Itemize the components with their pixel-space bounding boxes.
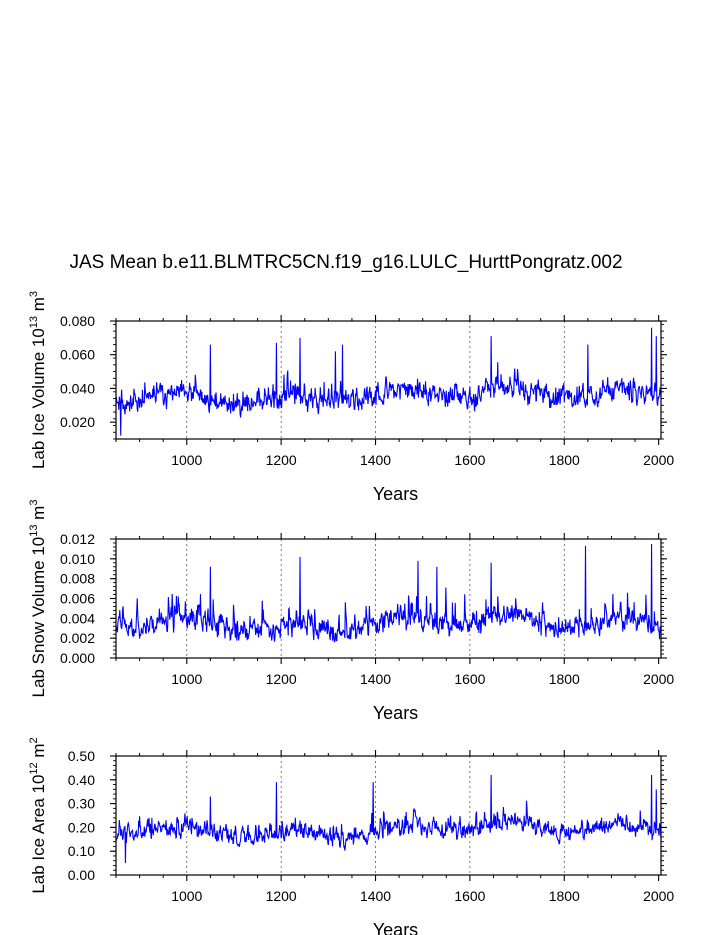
x-tick-label: 1000 bbox=[171, 888, 202, 904]
x-tick-label: 1400 bbox=[360, 888, 391, 904]
y-axis-title-part: 13 bbox=[28, 316, 40, 328]
y-tick-label: 0.000 bbox=[60, 650, 95, 666]
x-tick-label: 1200 bbox=[266, 671, 297, 687]
y-axis-title-part: 12 bbox=[28, 762, 40, 774]
y-tick-label: 0.006 bbox=[60, 591, 95, 607]
y-tick-label: 0.010 bbox=[60, 551, 95, 567]
y-axis-title: Lab Ice Area 1012 m2 bbox=[28, 737, 48, 893]
x-axis-title: Years bbox=[373, 484, 418, 504]
x-tick-label: 1000 bbox=[171, 452, 202, 468]
x-tick-label: 1800 bbox=[549, 671, 580, 687]
x-tick-label: 1200 bbox=[266, 452, 297, 468]
y-axis-title-part: 3 bbox=[28, 291, 40, 297]
y-axis-title: Lab Ice Volume 1013 m3 bbox=[28, 291, 48, 469]
x-tick-label: 1200 bbox=[266, 888, 297, 904]
x-axis-title: Years bbox=[373, 920, 418, 935]
y-axis-title-part: m bbox=[29, 506, 48, 525]
y-tick-label: 0.30 bbox=[68, 796, 95, 812]
x-tick-label: 2000 bbox=[643, 888, 674, 904]
x-tick-label: 1400 bbox=[360, 452, 391, 468]
plot-frame bbox=[115, 755, 662, 876]
plot-frame bbox=[115, 320, 662, 440]
y-axis-title-part: Lab Ice Volume 10 bbox=[29, 328, 48, 469]
y-tick-label: 0.012 bbox=[60, 531, 95, 547]
y-axis-title-part: m bbox=[29, 297, 48, 316]
series-line bbox=[115, 543, 662, 643]
y-axis-title-part: 13 bbox=[28, 525, 40, 537]
x-tick-label: 1600 bbox=[454, 452, 485, 468]
x-tick-label: 1600 bbox=[454, 671, 485, 687]
series-line bbox=[115, 327, 662, 436]
y-axis-title-part: 3 bbox=[28, 500, 40, 506]
y-tick-label: 0.004 bbox=[60, 610, 95, 626]
series-line bbox=[115, 775, 662, 864]
y-tick-label: 0.00 bbox=[68, 867, 95, 883]
y-tick-label: 0.10 bbox=[68, 843, 95, 859]
x-tick-label: 1600 bbox=[454, 888, 485, 904]
y-tick-label: 0.50 bbox=[68, 748, 95, 764]
x-tick-label: 2000 bbox=[643, 671, 674, 687]
y-tick-label: 0.020 bbox=[60, 414, 95, 430]
x-tick-label: 1800 bbox=[549, 888, 580, 904]
x-axis-title: Years bbox=[373, 703, 418, 723]
y-tick-label: 0.060 bbox=[60, 347, 95, 363]
plot-frame bbox=[115, 538, 662, 659]
panel-ice-area: 1000 1200 1400 1600 1800 2000 0.00 0.10 0.20 0.30… bbox=[28, 737, 674, 935]
y-axis-title-part: m bbox=[29, 743, 48, 762]
x-tick-label: 1000 bbox=[171, 671, 202, 687]
x-tick-label: 2000 bbox=[643, 452, 674, 468]
y-tick-label: 0.002 bbox=[60, 630, 95, 646]
y-axis-title: Lab Snow Volume 1013 m3 bbox=[28, 500, 48, 698]
y-axis-title-part: 2 bbox=[28, 737, 40, 743]
y-tick-label: 0.008 bbox=[60, 571, 95, 587]
y-axis-title-part: Lab Snow Volume 10 bbox=[29, 537, 48, 698]
y-axis-title-part: Lab Ice Area 10 bbox=[29, 775, 48, 894]
y-tick-label: 0.080 bbox=[60, 313, 95, 329]
x-tick-label: 1800 bbox=[549, 452, 580, 468]
x-tick-label: 1400 bbox=[360, 671, 391, 687]
y-tick-label: 0.40 bbox=[68, 772, 95, 788]
chart-title: JAS Mean b.e11.BLMTRC5CN.f19_g16.LULC_Hu… bbox=[69, 252, 622, 273]
panel-ice-volume: 1000 1200 1400 1600 1800 2000 0.020 0.040 0.060 0… bbox=[28, 291, 674, 504]
y-tick-label: 0.040 bbox=[60, 380, 95, 396]
panel-snow-volume: 1000 1200 1400 1600 1800 2000 0.000 0.002 0.004 0… bbox=[28, 500, 674, 723]
y-tick-label: 0.20 bbox=[68, 819, 95, 835]
